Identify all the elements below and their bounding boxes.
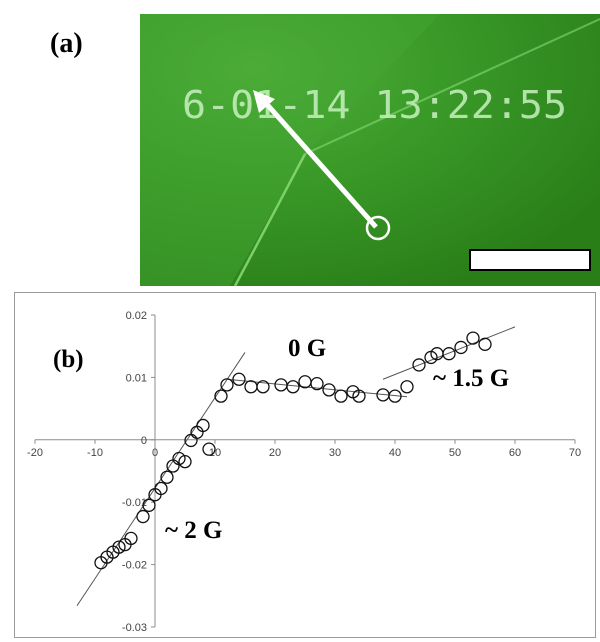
x-tick-label: 70 [569,447,581,459]
fluorescence-micrograph: 6-01-14 13:22:55 [140,14,600,286]
scale-bar [469,249,591,271]
x-tick-label: 0 [152,447,158,459]
data-point [154,481,168,496]
data-point [232,372,246,386]
x-tick-label: 60 [509,447,521,459]
y-tick-label: -0.02 [122,560,147,572]
y-tick-label: -0.01 [122,497,147,509]
fit-annotation: ~ 2 G [165,517,222,544]
data-point [256,380,270,394]
data-point [214,389,228,403]
data-point [172,451,186,466]
y-tick-label: 0.01 [126,372,147,384]
data-point [310,376,324,391]
start-marker-circle [365,215,391,241]
data-point [286,380,300,394]
data-point [244,380,258,394]
data-points-group [94,331,492,570]
micrograph-background [140,14,600,286]
timestamp-overlay: 6-01-14 13:22:55 [182,83,567,127]
data-point [178,454,192,469]
x-tick-label: -10 [87,447,103,459]
y-tick-label: -0.03 [122,622,147,634]
x-tick-label: 50 [449,447,461,459]
chart-frame: -20 -10 0 10 20 30 40 50 60 70 0.02 0.01 0 -0.01 -0.02… [14,292,596,638]
data-point [412,358,426,372]
data-point [466,331,480,345]
data-point [352,389,366,403]
y-tick-label: 0 [141,435,147,447]
data-point [400,380,414,394]
panel-b-label: (b) [53,346,84,373]
y-tick-label: 0.02 [126,310,147,322]
x-tick-label: 30 [329,447,341,459]
x-tick-label: 10 [209,447,221,459]
data-point [196,418,210,433]
data-point [388,389,402,403]
data-point [160,470,174,484]
axes-group: -20 -10 0 10 20 30 40 50 60 70 0.02 0.01 0 -0.01 -0.02… [27,310,581,634]
data-point [334,389,348,403]
x-tick-label: 20 [269,447,281,459]
data-point [322,383,336,397]
data-point [442,347,456,361]
x-tick-label: 40 [389,447,401,459]
data-point [220,378,234,392]
scatter-chart: -20 -10 0 10 20 30 40 50 60 70 0.02 0.01 0 -0.01 -0.02… [27,310,581,634]
data-point [112,540,126,554]
data-point [202,442,216,456]
fit-line [382,326,516,380]
data-point [454,340,468,355]
annotation-group: 0 G ~ 1.5 G ~ 2 G (b) [53,335,509,544]
x-tick-label: -20 [27,447,43,459]
arrowhead [253,90,275,113]
lighter-region [140,14,440,286]
panel-a-label: (a) [50,28,83,59]
data-point [478,337,492,351]
displacement-arrow [262,99,378,229]
data-point [136,509,150,524]
data-point [298,375,312,389]
data-point [142,498,156,512]
crystal-edge-2 [304,18,600,155]
fit-annotation: 0 G [288,335,326,362]
data-point [124,531,138,546]
fit-annotation: ~ 1.5 G [433,365,509,392]
crystal-edge-1 [233,153,307,286]
